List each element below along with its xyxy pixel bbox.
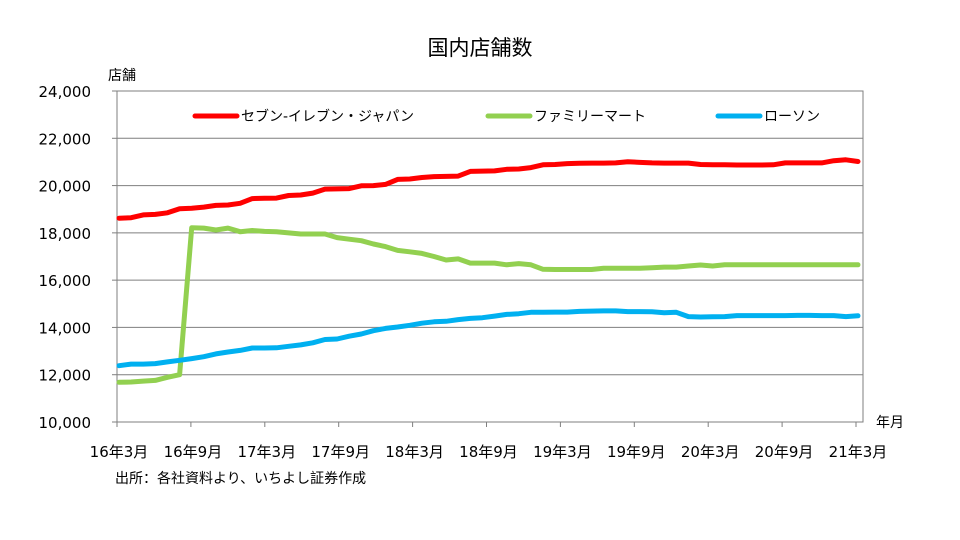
legend: セブン-イレブン・ジャパン ファミリーマート ローソン bbox=[192, 108, 820, 125]
series-line-2 bbox=[116, 225, 861, 385]
plot-area bbox=[116, 90, 864, 423]
x-tick-label: 19年3月 bbox=[533, 443, 592, 461]
x-tick-label: 18年3月 bbox=[385, 443, 444, 461]
x-tick-label: 16年9月 bbox=[164, 443, 223, 461]
y-tick-label: 12,000 bbox=[39, 367, 92, 385]
series-lines bbox=[116, 157, 861, 385]
x-axis-unit: 年月 bbox=[876, 415, 904, 431]
y-tick-label: 24,000 bbox=[39, 83, 92, 101]
y-axis-unit: 店舗 bbox=[108, 68, 136, 84]
y-tick-label: 14,000 bbox=[39, 319, 92, 337]
x-axis-ticks: 16年3月 16年9月 17年3月 17年9月 18年3月 18年9月 19年3月 19年9月… bbox=[90, 422, 888, 461]
chart-title: 国内店舗数 bbox=[428, 36, 533, 60]
x-tick-label: 20年3月 bbox=[681, 443, 740, 461]
x-tick-label: 21年3月 bbox=[829, 443, 888, 461]
series-line-1 bbox=[116, 157, 861, 221]
x-tick-label: 18年9月 bbox=[459, 443, 518, 461]
x-tick-label: 17年9月 bbox=[311, 443, 370, 461]
source-note: 出所：各社資料より、いちよし証券作成 bbox=[115, 471, 367, 487]
x-tick-label: 20年9月 bbox=[755, 443, 814, 461]
x-tick-label: 19年9月 bbox=[607, 443, 666, 461]
x-tick-label: 17年3月 bbox=[237, 443, 296, 461]
y-tick-label: 22,000 bbox=[39, 130, 92, 148]
y-axis-ticks: 10,000 12,000 14,000 16,000 18,000 20,000 22,0… bbox=[39, 83, 117, 432]
y-tick-label: 16,000 bbox=[39, 272, 92, 290]
series-line-3 bbox=[116, 308, 861, 369]
x-tick-label: 16年3月 bbox=[90, 443, 149, 461]
legend-label: セブン-イレブン・ジャパン bbox=[241, 108, 414, 125]
legend-label: ファミリーマート bbox=[534, 109, 646, 125]
y-tick-label: 10,000 bbox=[39, 414, 92, 432]
y-tick-label: 18,000 bbox=[39, 225, 92, 243]
legend-label: ローソン bbox=[764, 109, 820, 125]
gridlines bbox=[117, 137, 863, 376]
y-tick-label: 20,000 bbox=[39, 178, 92, 196]
